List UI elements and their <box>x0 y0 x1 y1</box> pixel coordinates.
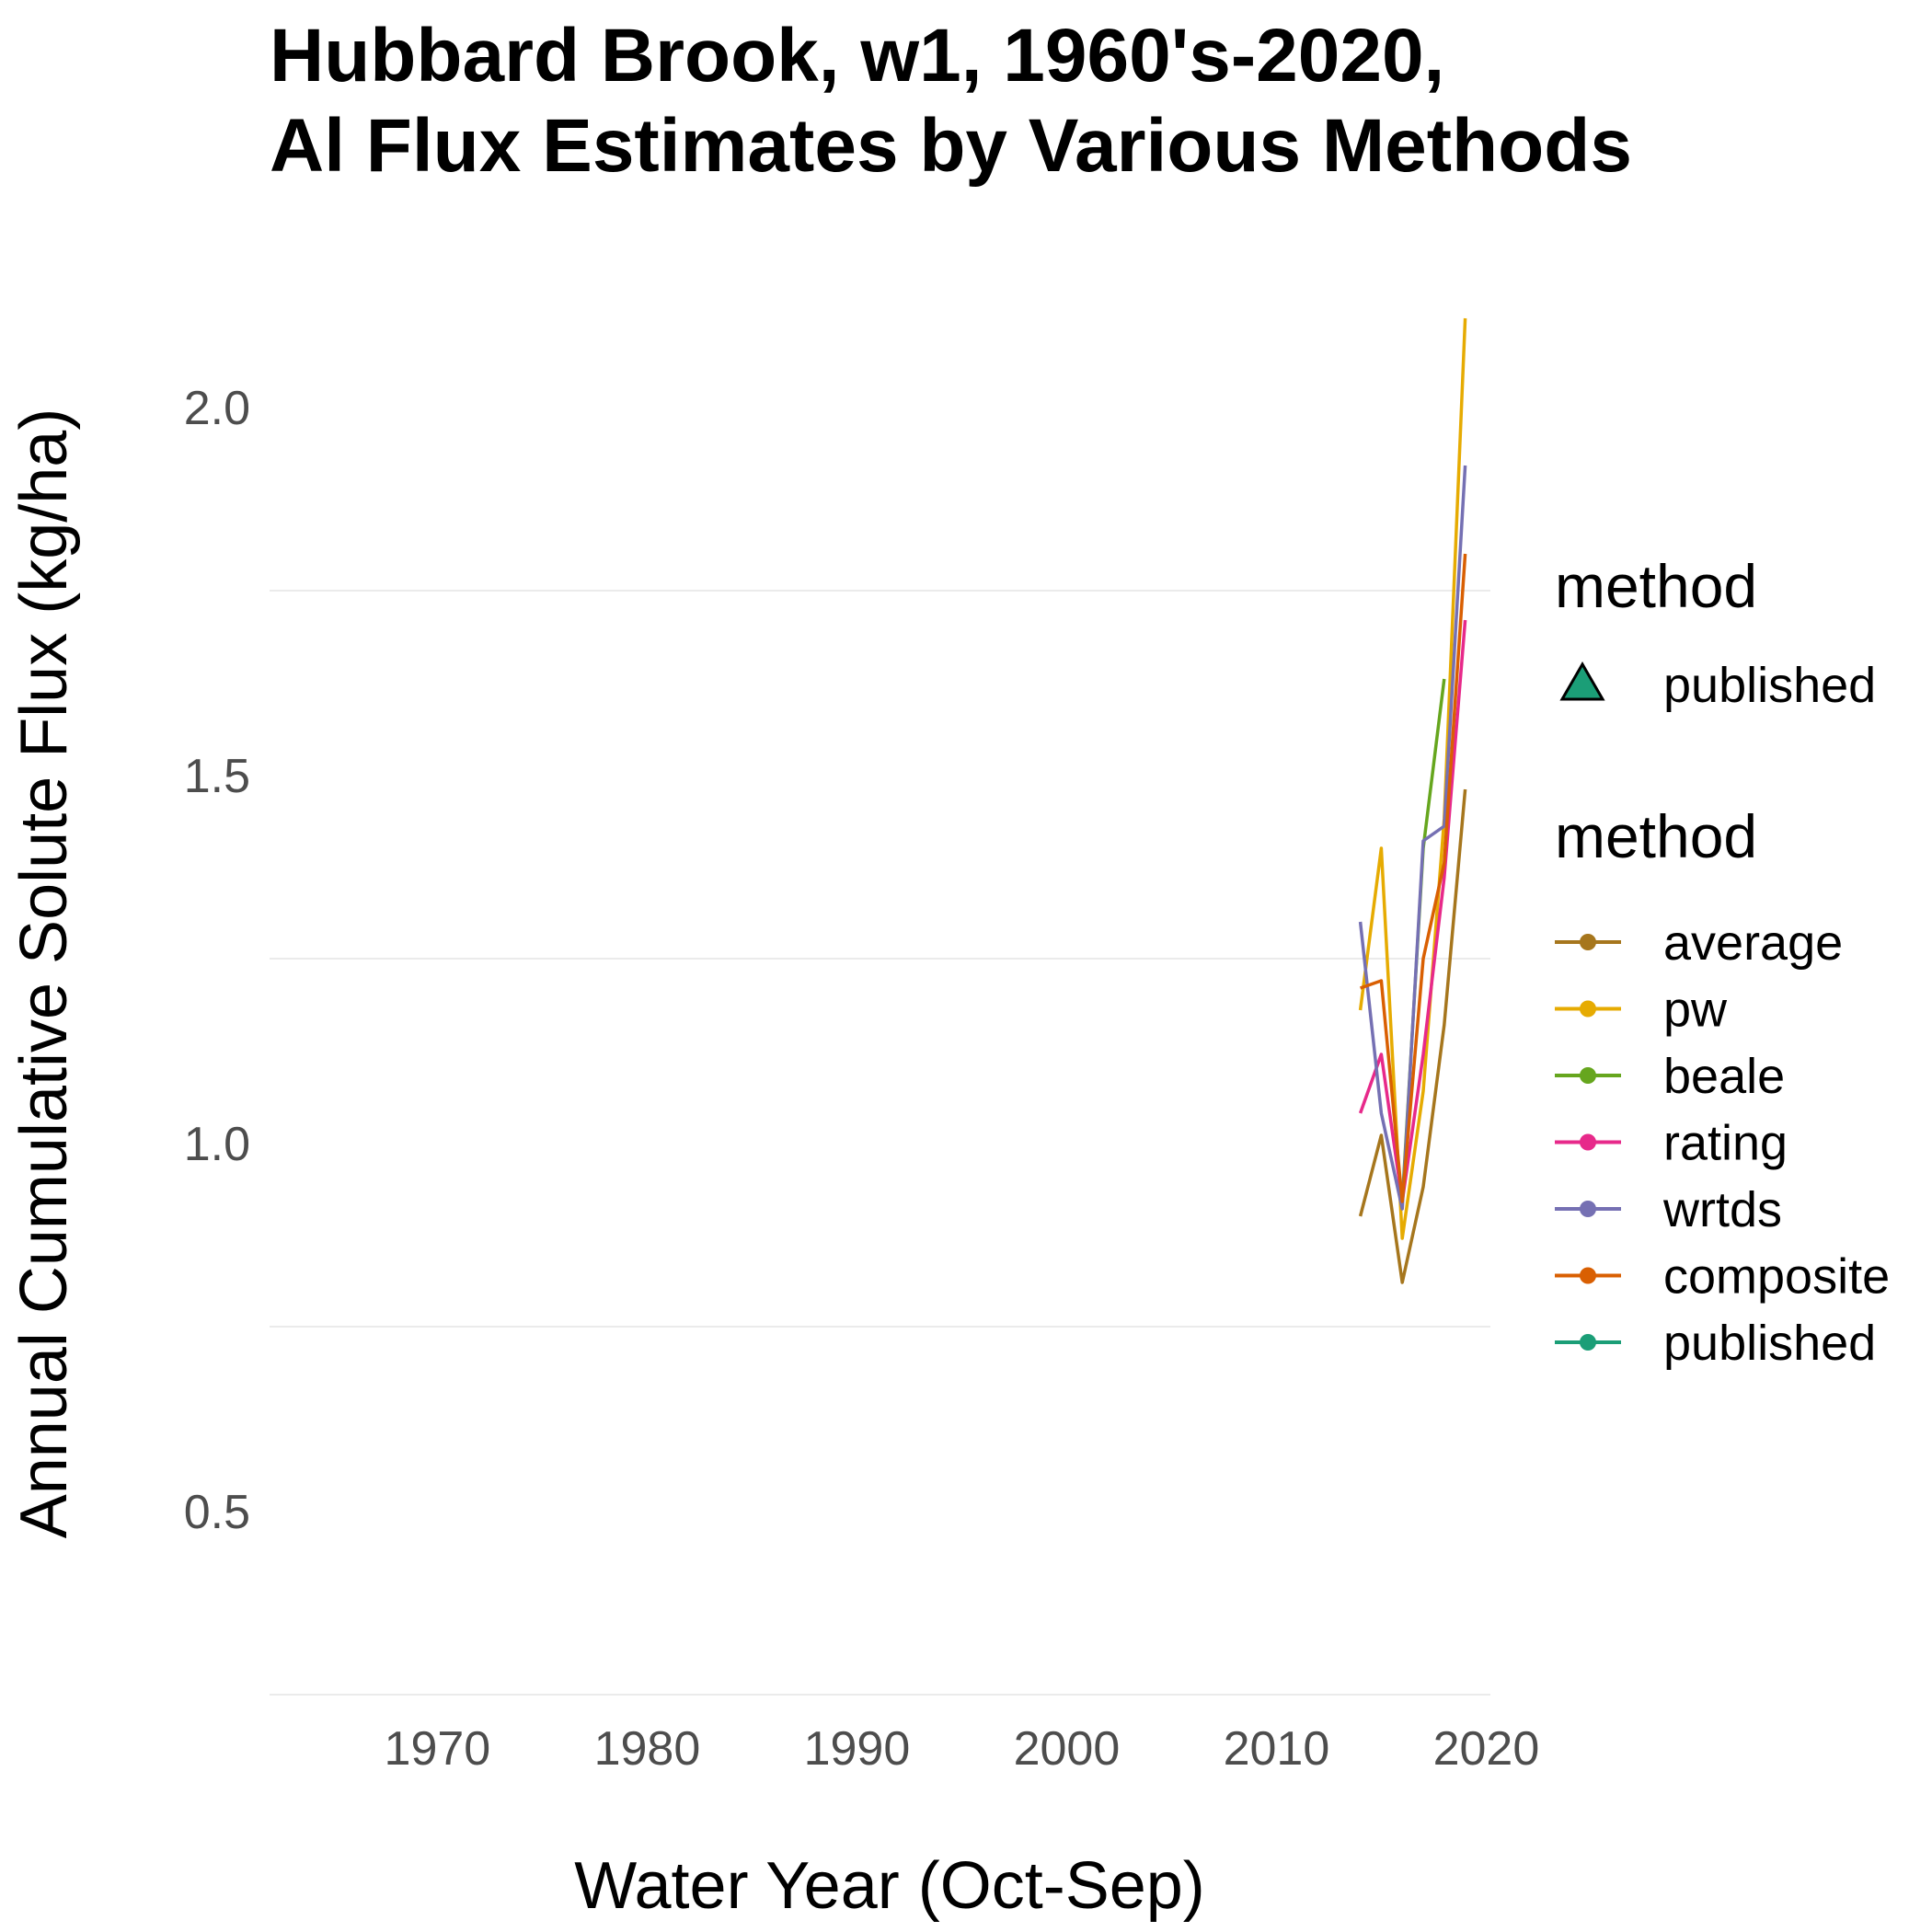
legend-label-average: average <box>1663 915 1843 971</box>
legend-key-point <box>1580 1000 1596 1018</box>
y-tick-label: 1.0 <box>184 1118 250 1171</box>
x-tick-label: 1980 <box>594 1722 701 1776</box>
legend-color: method average pw beale rating wrtds composit… <box>1555 802 1890 1371</box>
legend-key-point <box>1580 1201 1596 1217</box>
chart-title-line-1: Hubbard Brook, w1, 1960's-2020, <box>270 14 1445 98</box>
legend-key-point <box>1580 1267 1596 1284</box>
x-tick-label: 2000 <box>1014 1722 1121 1776</box>
series-line-average <box>1358 788 1467 1284</box>
legend-key-point <box>1580 1334 1596 1351</box>
legend-key-point <box>1580 1067 1596 1084</box>
legend-color-title: method <box>1555 802 1757 870</box>
series-lines <box>1358 317 1467 1284</box>
y-tick-label: 2.0 <box>184 382 250 435</box>
chart-title: Hubbard Brook, w1, 1960's-2020, Al Flux … <box>270 11 1632 191</box>
y-axis-ticks: 0.5 1.0 1.5 2.0 <box>184 382 250 1539</box>
x-tick-label: 2020 <box>1433 1722 1540 1776</box>
legend-label-composite: composite <box>1663 1249 1890 1305</box>
legend-label-wrtds: wrtds <box>1662 1182 1782 1237</box>
y-axis-title: Annual Cumulative Solute Flux (kg/ha) <box>7 408 81 1539</box>
gridlines <box>270 590 1490 1696</box>
x-tick-label: 2010 <box>1224 1722 1330 1776</box>
y-tick-label: 1.5 <box>184 750 250 803</box>
legend-triangle-marker <box>1559 661 1605 701</box>
series-line-wrtds <box>1358 465 1467 1211</box>
x-tick-label: 1990 <box>804 1722 911 1776</box>
legend-label-beale: beale <box>1663 1049 1785 1104</box>
series-line-composite <box>1360 553 1467 1203</box>
legend-label-rating: rating <box>1663 1116 1788 1171</box>
y-tick-label: 0.5 <box>184 1486 250 1539</box>
legend-shape-label: published <box>1663 658 1876 713</box>
x-tick-label: 1970 <box>385 1722 491 1776</box>
legend-shape-title: method <box>1555 552 1757 620</box>
legend-key-point <box>1580 1133 1596 1151</box>
legend-key-point <box>1580 934 1596 950</box>
legend-shape: method published <box>1555 552 1876 713</box>
chart-title-line-2: Al Flux Estimates by Various Methods <box>270 104 1632 188</box>
legend-label-published: published <box>1663 1316 1876 1371</box>
x-axis-title: Water Year (Oct-Sep) <box>574 1849 1205 1923</box>
series-line-pw <box>1358 317 1467 1240</box>
legend-label-pw: pw <box>1663 983 1728 1038</box>
x-axis-ticks: 1970 1980 1990 2000 2010 2020 <box>385 1722 1540 1776</box>
